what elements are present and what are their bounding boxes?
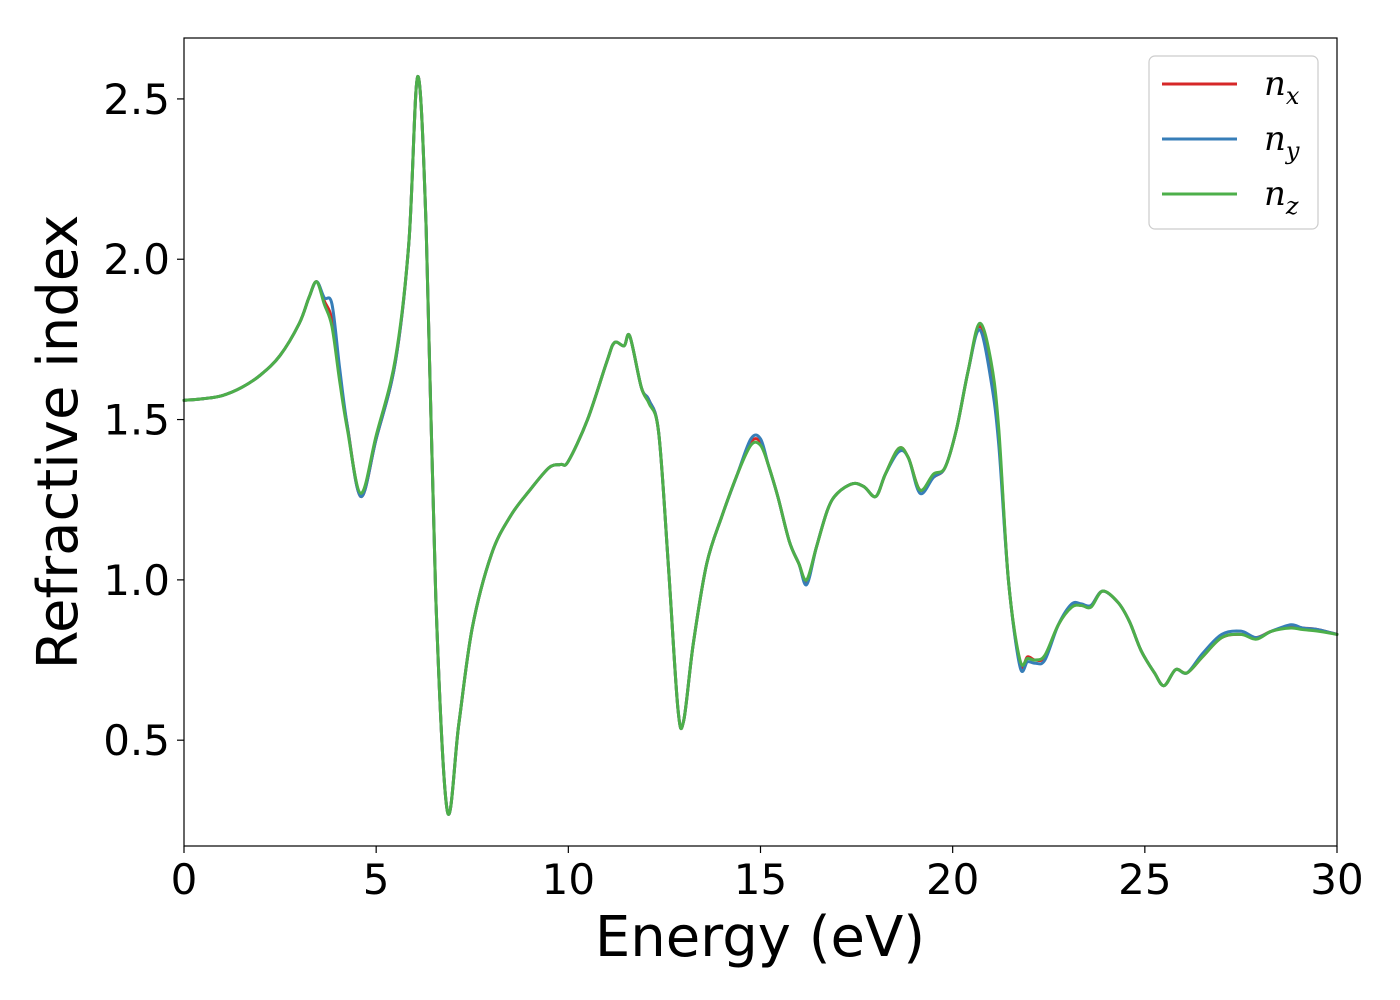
y-axis-title: Refractive index — [26, 215, 91, 670]
series-line-nz — [182, 74, 1339, 816]
y-tick-label: 2.0 — [103, 235, 170, 284]
legend-label-ny: ny — [1264, 119, 1300, 165]
x-axis-ticks: 0 5 10 15 20 25 30 — [171, 846, 1364, 904]
x-axis-title: Energy (eV) — [595, 905, 925, 970]
y-tick-label: 1.0 — [103, 556, 170, 605]
x-tick-label: 15 — [734, 855, 787, 904]
legend-box — [1148, 55, 1319, 230]
y-tick-label: 1.5 — [103, 396, 170, 445]
y-tick-label: 0.5 — [103, 716, 170, 765]
legend-label-nx: nx — [1264, 64, 1300, 110]
x-tick-label: 0 — [171, 855, 198, 904]
series-layer — [182, 74, 1339, 816]
x-tick-label: 25 — [1118, 855, 1171, 904]
x-tick-label: 10 — [542, 855, 595, 904]
x-tick-label: 5 — [363, 855, 390, 904]
y-axis-ticks: 0.5 1.0 1.5 2.0 2.5 — [103, 75, 184, 765]
x-tick-label: 20 — [926, 855, 979, 904]
y-tick-label: 2.5 — [103, 75, 170, 124]
x-tick-label: 30 — [1310, 855, 1363, 904]
